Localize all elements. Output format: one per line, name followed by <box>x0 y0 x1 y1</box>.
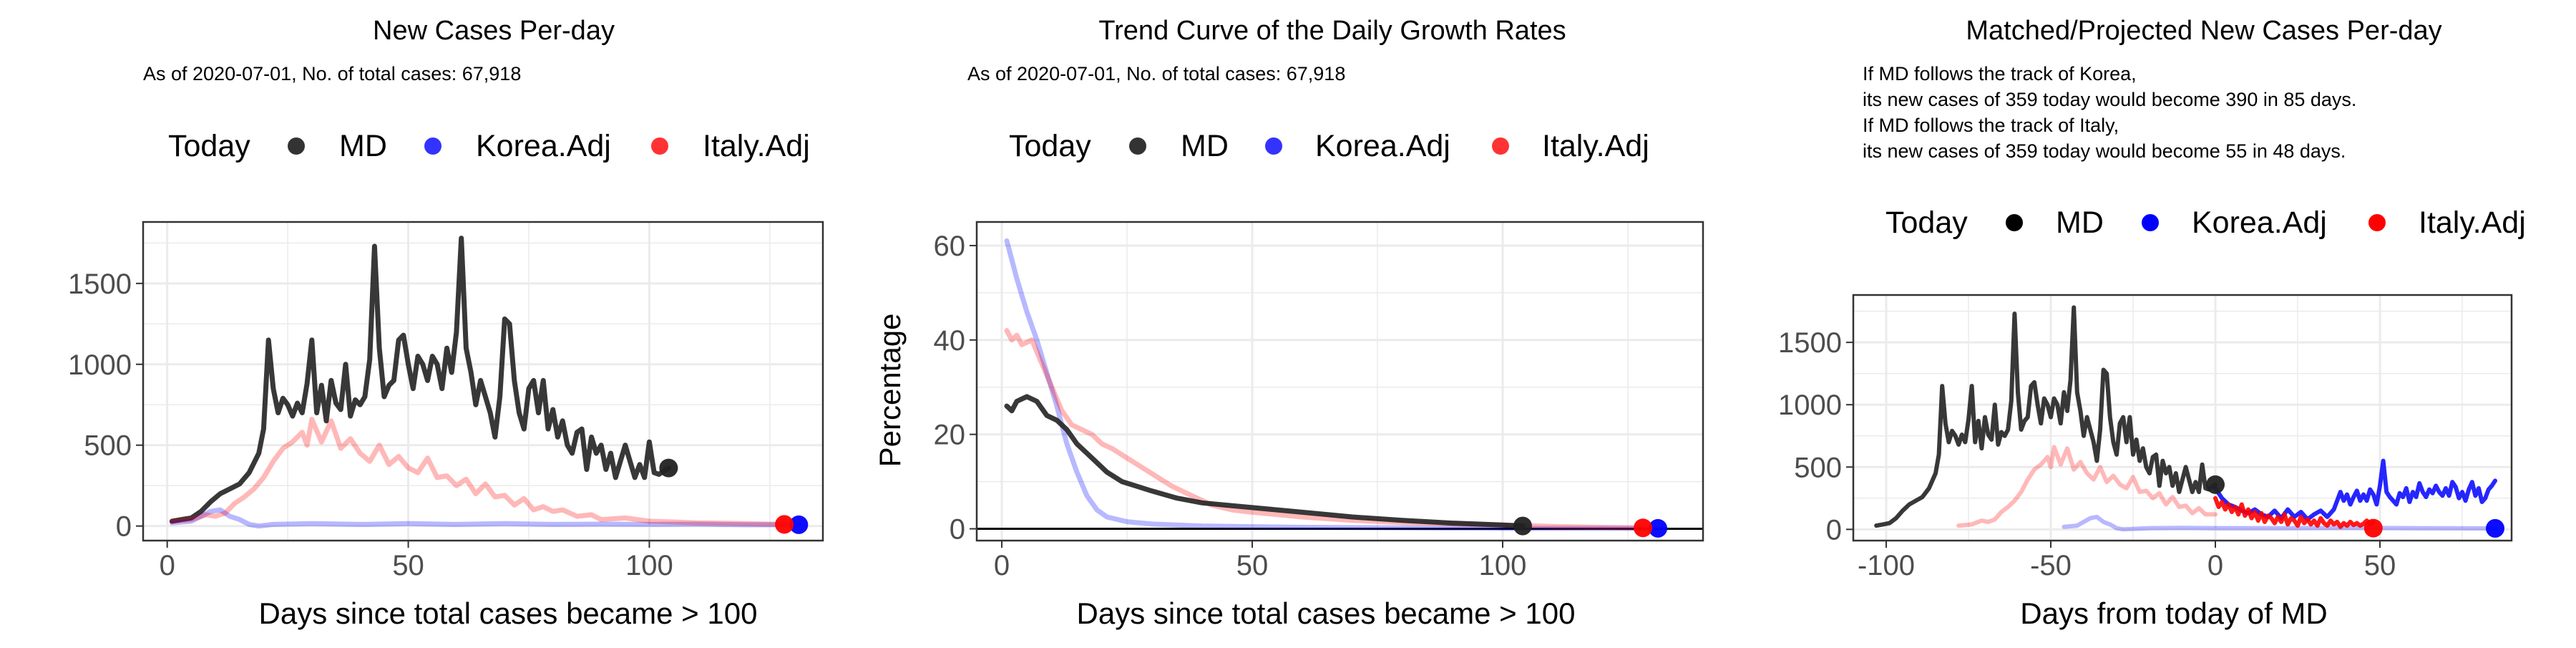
chart-subtitle: As of 2020-07-01, No. of total cases: 67… <box>967 63 1345 84</box>
today-marker <box>1513 516 1532 536</box>
panel-growth-rates: Trend Curve of the Daily Growth Rates As… <box>873 16 1704 630</box>
series-line <box>1004 328 1646 531</box>
today-marker <box>659 458 678 478</box>
legend-label-md: MD <box>339 129 387 163</box>
x-tick-label: 100 <box>1479 550 1527 581</box>
y-tick-label: 20 <box>934 420 966 451</box>
chart-subtitle-line-1: If MD follows the track of Korea, <box>1863 63 2137 84</box>
legend-key-italy <box>1492 137 1509 155</box>
legend-title: Today <box>1009 129 1091 163</box>
legend-label-korea: Korea.Adj <box>1315 129 1450 163</box>
x-tick-label: 0 <box>2207 550 2223 581</box>
legend-key-italy <box>651 137 668 155</box>
series-line <box>169 507 801 529</box>
x-tick-label: 50 <box>1236 550 1269 581</box>
legend: Today MD Korea.Adj Italy.Adj <box>1009 129 1649 163</box>
legend-label-korea: Korea.Adj <box>2192 205 2327 240</box>
today-marker <box>2486 518 2504 538</box>
series-line <box>2213 458 2497 522</box>
legend-label-md: MD <box>1181 129 1229 163</box>
x-tick-label: -50 <box>2030 550 2072 581</box>
today-marker <box>2206 475 2225 494</box>
y-tick-label: 0 <box>950 514 965 546</box>
y-tick-label: 60 <box>934 231 966 262</box>
x-axis-title: Days from today of MD <box>2020 596 2327 630</box>
series-line <box>1956 445 2218 528</box>
series-line <box>169 417 787 527</box>
today-marker <box>775 515 794 534</box>
legend-label-korea: Korea.Adj <box>476 129 611 163</box>
series-line <box>1874 305 2218 528</box>
legend-key-md <box>288 137 305 155</box>
chart-subtitle-line-4: its new cases of 359 today would become … <box>1863 140 2346 162</box>
x-tick-label: 0 <box>994 550 1010 581</box>
x-tick-label: 50 <box>2364 550 2396 581</box>
x-tick-label: -100 <box>1858 550 1915 581</box>
x-tick-label: 50 <box>392 550 424 581</box>
legend-title: Today <box>168 129 250 163</box>
today-marker <box>2363 518 2383 538</box>
legend-label-md: MD <box>2056 205 2104 240</box>
legend: Today MD Korea.Adj Italy.Adj <box>168 129 810 163</box>
today-marker <box>789 515 809 534</box>
panel-matched-projected: Matched/Projected New Cases Per-day If M… <box>1778 16 2526 630</box>
y-axis-title: Percentage <box>873 314 907 468</box>
series-line <box>1004 394 1526 529</box>
chart-title: Matched/Projected New Cases Per-day <box>1966 16 2441 46</box>
legend-key-md <box>2006 214 2023 231</box>
x-axis-title: Days since total cases became > 100 <box>1077 596 1576 630</box>
legend: Today MD Korea.Adj Italy.Adj <box>1885 205 2526 240</box>
panel-border <box>142 221 824 542</box>
legend-key-korea <box>1265 137 1282 155</box>
plot-area-growth-rates: 0 50 100 0 20 40 60 <box>934 221 1704 581</box>
y-tick-label: 0 <box>1826 514 1842 546</box>
series-line <box>2062 514 2497 532</box>
legend-key-korea <box>2142 214 2159 231</box>
panel-border <box>975 221 1704 542</box>
legend-label-italy: Italy.Adj <box>1542 129 1649 163</box>
legend-label-italy: Italy.Adj <box>703 129 810 163</box>
legend-title: Today <box>1885 205 1968 240</box>
today-marker <box>1649 518 1667 538</box>
legend-key-korea <box>424 137 441 155</box>
y-tick-label: 1000 <box>1778 390 1842 421</box>
chart-subtitle: As of 2020-07-01, No. of total cases: 67… <box>143 63 521 84</box>
y-tick-label: 0 <box>116 511 132 543</box>
chart-title: New Cases Per-day <box>373 16 615 46</box>
x-axis-title: Days since total cases became > 100 <box>259 596 758 630</box>
series-line <box>2213 495 2376 529</box>
legend-label-italy: Italy.Adj <box>2419 205 2526 240</box>
legend-key-md <box>1129 137 1146 155</box>
x-tick-label: 100 <box>625 550 673 581</box>
y-tick-label: 1000 <box>68 349 132 381</box>
today-marker <box>1634 518 1652 538</box>
x-tick-label: 0 <box>160 550 175 581</box>
panel-border <box>1852 294 2513 542</box>
y-tick-label: 40 <box>934 325 966 357</box>
y-tick-label: 500 <box>1794 452 1842 483</box>
chart-subtitle-line-2: its new cases of 359 today would become … <box>1863 89 2356 110</box>
chart-title: Trend Curve of the Daily Growth Rates <box>1098 16 1566 46</box>
y-tick-label: 1500 <box>1778 327 1842 359</box>
series-line <box>169 236 671 524</box>
panel-new-cases: New Cases Per-day As of 2020-07-01, No. … <box>68 16 824 630</box>
chart-subtitle-line-3: If MD follows the track of Italy, <box>1863 115 2119 136</box>
legend-key-italy <box>2368 214 2386 231</box>
y-tick-label: 1500 <box>68 269 132 300</box>
y-tick-label: 500 <box>84 430 132 462</box>
series-line <box>1004 238 1661 531</box>
